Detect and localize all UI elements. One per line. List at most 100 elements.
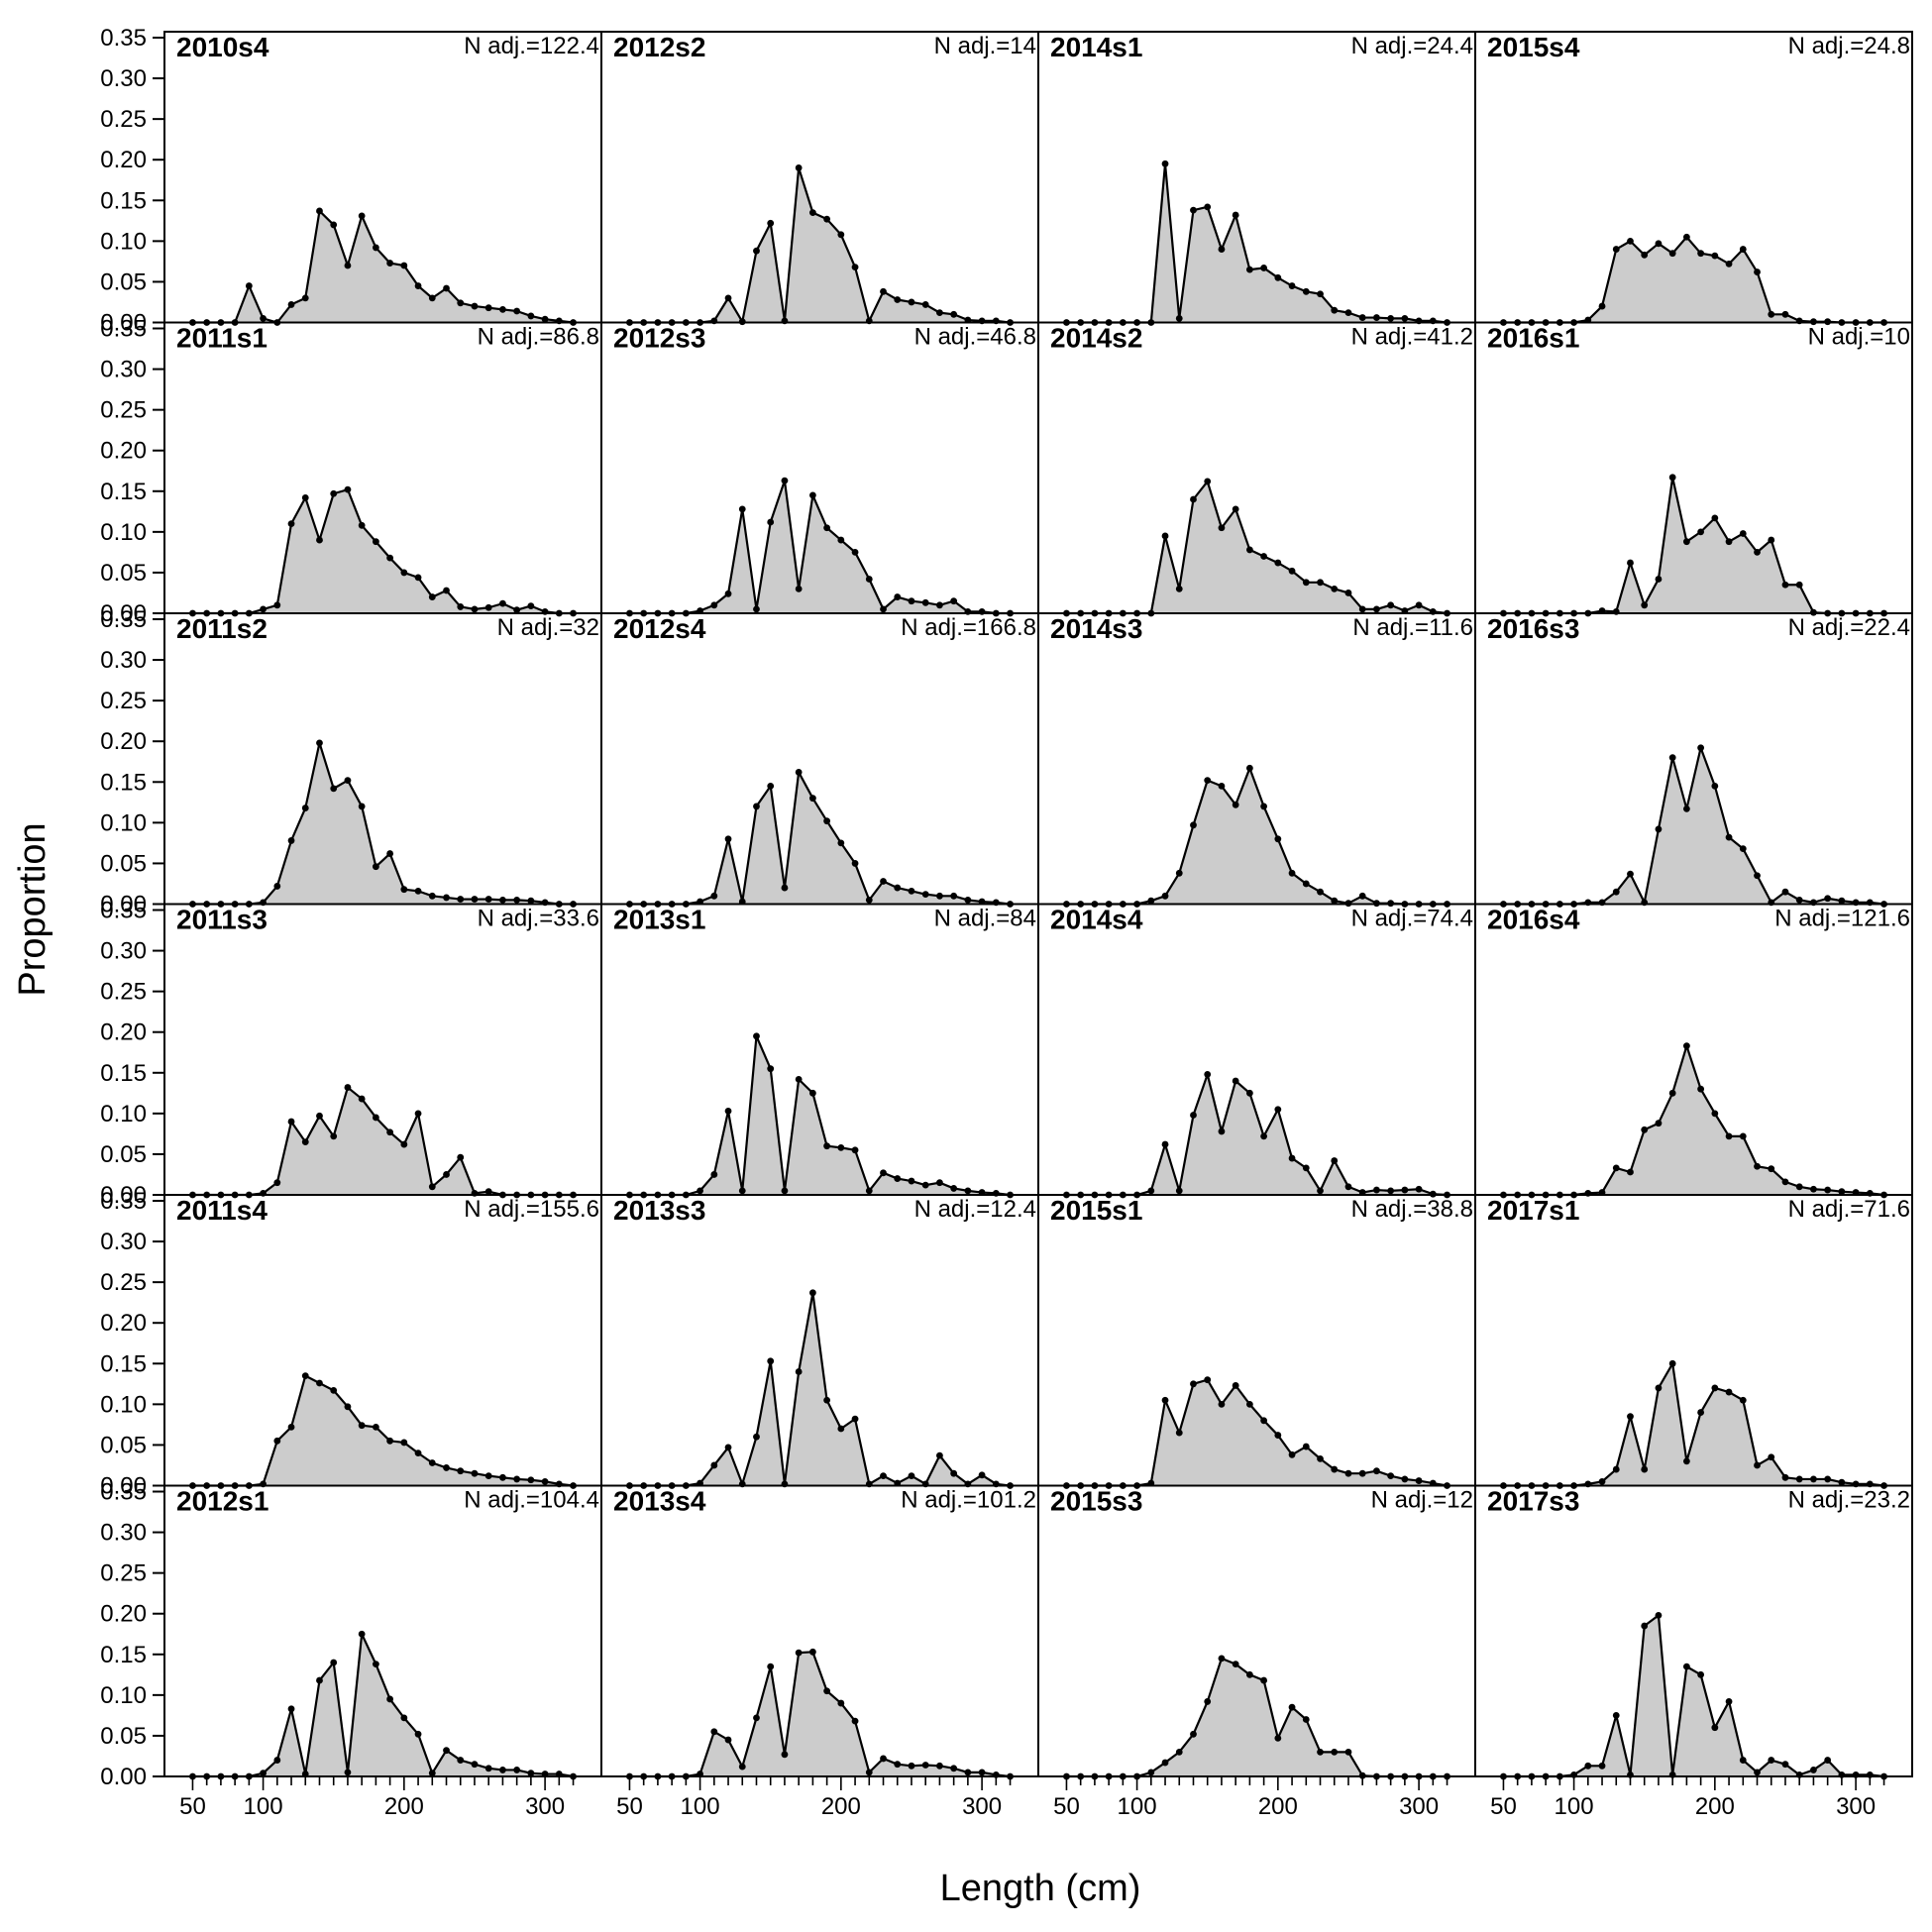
data-point (372, 1423, 379, 1431)
data-point (1697, 528, 1705, 536)
data-point (964, 896, 972, 904)
data-point (1218, 524, 1226, 532)
data-point (795, 164, 803, 171)
data-point (1612, 1465, 1620, 1473)
data-point (1190, 1112, 1197, 1119)
data-point (936, 309, 943, 317)
panel-title: 2011s1 (176, 323, 268, 354)
data-point (921, 891, 929, 899)
data-point (795, 769, 803, 776)
series-line (629, 1034, 1011, 1197)
data-point (471, 1469, 479, 1477)
data-point (1260, 553, 1268, 560)
data-point (428, 593, 436, 600)
data-point (1641, 1622, 1649, 1630)
data-point (316, 1379, 323, 1387)
data-point (1218, 246, 1226, 253)
data-point (260, 605, 267, 613)
data-point (344, 262, 352, 269)
series-line (629, 480, 1011, 615)
data-point (767, 1663, 775, 1670)
data-point (1795, 896, 1803, 904)
data-point (1795, 1183, 1803, 1191)
data-point (1781, 581, 1789, 589)
x-tick-label: 100 (1118, 1793, 1157, 1820)
panel-nadj: N adj.=14 (934, 33, 1036, 59)
data-point (781, 884, 789, 892)
data-point (795, 585, 803, 592)
data-point (1668, 1089, 1676, 1097)
data-point (1232, 1661, 1239, 1668)
data-point (1288, 567, 1296, 575)
data-point (1754, 1162, 1761, 1170)
data-point (1274, 835, 1282, 843)
panel-nadj: N adj.=155.6 (464, 1196, 599, 1223)
data-point (964, 1187, 972, 1195)
x-tick-label: 200 (1695, 1793, 1735, 1820)
data-point (386, 1128, 394, 1136)
data-point (287, 1423, 295, 1431)
panel-2012s3: 2012s3 N adj.=46.8 (600, 321, 1039, 617)
data-point (1161, 1140, 1169, 1148)
y-tick-label: 0.25 (100, 688, 147, 714)
data-point (1781, 888, 1789, 896)
data-point (386, 850, 394, 857)
data-point (1641, 251, 1649, 259)
data-point (1175, 1187, 1183, 1195)
data-point (1682, 805, 1690, 812)
data-point (1288, 1703, 1296, 1711)
data-point (1627, 1168, 1634, 1176)
data-point (1204, 777, 1212, 785)
data-point (330, 1132, 338, 1140)
data-point (1344, 1183, 1352, 1191)
data-point (273, 1437, 281, 1445)
data-point (414, 1730, 422, 1738)
data-point (710, 1171, 718, 1178)
series-area (629, 772, 1011, 905)
panel-title: 2012s3 (613, 323, 705, 354)
data-point (1655, 825, 1663, 833)
data-point (880, 287, 887, 295)
data-point (1754, 268, 1761, 275)
data-point (344, 485, 352, 493)
panel-nadj: N adj.=86.8 (478, 324, 599, 351)
y-tick-label: 0.25 (100, 1269, 147, 1296)
data-point (1260, 1676, 1268, 1684)
data-point (1655, 576, 1663, 583)
x-tick-label: 200 (821, 1793, 861, 1820)
data-point (1711, 1724, 1719, 1732)
data-point (527, 1770, 535, 1777)
data-point (1781, 310, 1789, 318)
data-point (724, 590, 732, 597)
panel-2014s4: 2014s4 N adj.=74.4 (1037, 903, 1476, 1199)
data-point (710, 1461, 718, 1469)
data-point (710, 1728, 718, 1736)
panel-title: 2011s3 (176, 905, 268, 935)
data-point (1161, 160, 1169, 167)
data-point (527, 602, 535, 610)
data-point (1175, 869, 1183, 877)
data-point (1824, 1475, 1832, 1483)
panel-title: 2015s4 (1487, 32, 1580, 62)
data-point (1838, 1188, 1846, 1196)
data-point (287, 837, 295, 844)
data-point (1260, 265, 1268, 271)
data-point (287, 301, 295, 308)
data-point (273, 883, 281, 890)
data-point (372, 538, 379, 546)
data-point (950, 1185, 958, 1192)
data-point (1358, 314, 1366, 321)
panel-nadj: N adj.=122.4 (464, 33, 599, 59)
data-point (880, 605, 887, 613)
data-point (1711, 782, 1719, 790)
data-point (753, 605, 760, 613)
data-point (1344, 1469, 1352, 1477)
y-tick-label: 0.20 (100, 728, 147, 755)
data-point (499, 305, 506, 313)
y-tick-label: 0.35 (100, 1479, 147, 1506)
data-point (894, 1175, 902, 1182)
data-point (499, 599, 506, 607)
data-point (513, 307, 521, 315)
data-point (513, 606, 521, 614)
data-point (1245, 764, 1253, 772)
